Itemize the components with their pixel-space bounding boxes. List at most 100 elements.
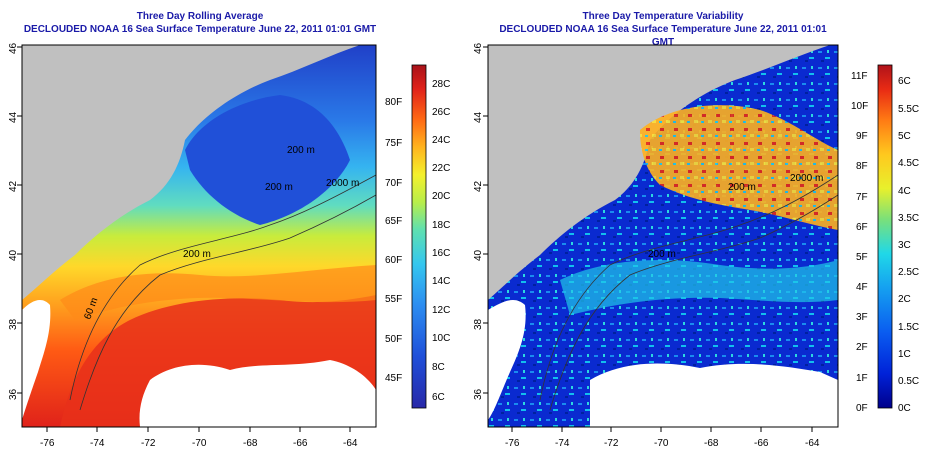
svg-text:45F: 45F xyxy=(385,373,402,384)
right-contour-label-3: 200 m xyxy=(728,182,756,193)
svg-text:40: 40 xyxy=(8,249,19,261)
svg-text:40: 40 xyxy=(473,249,484,261)
svg-text:55F: 55F xyxy=(385,294,402,305)
svg-text:5C: 5C xyxy=(898,131,911,142)
left-contour-label-1: 200 m xyxy=(183,249,211,260)
right-cloud-mask xyxy=(590,363,838,427)
svg-text:7F: 7F xyxy=(856,192,868,203)
svg-text:6C: 6C xyxy=(898,76,911,87)
svg-text:18C: 18C xyxy=(432,220,450,231)
svg-text:2C: 2C xyxy=(898,294,911,305)
svg-text:0.5C: 0.5C xyxy=(898,376,919,387)
left-coastal-mask xyxy=(22,299,51,420)
svg-text:0F: 0F xyxy=(856,403,868,414)
left-contour-label-2: 2000 m xyxy=(326,178,359,189)
svg-text:3F: 3F xyxy=(856,312,868,323)
left-map: 200 m 2000 m 200 m 200 m 60 m -76 -74 -7… xyxy=(8,42,377,449)
left-title: Three Day Rolling Average xyxy=(136,11,264,22)
svg-text:44: 44 xyxy=(8,111,19,123)
svg-text:12C: 12C xyxy=(432,305,450,316)
svg-text:1C: 1C xyxy=(898,349,911,360)
right-colorbar-f-labels: 11F 10F 9F 8F 7F 6F 5F 4F 3F 2F 1F 0F xyxy=(851,71,868,414)
svg-text:36: 36 xyxy=(8,388,19,400)
right-title: Three Day Temperature Variability xyxy=(582,11,744,22)
right-map: 200 m 2000 m 200 m -76 -74 -72 -70 -68 -… xyxy=(473,42,839,449)
svg-text:-66: -66 xyxy=(293,438,308,449)
svg-text:1F: 1F xyxy=(856,373,868,384)
svg-text:5.5C: 5.5C xyxy=(898,104,919,115)
left-map-title: Three Day Rolling Average DECLOUDED NOAA… xyxy=(22,10,378,36)
left-contour-label-4: 200 m xyxy=(287,145,315,156)
svg-text:3C: 3C xyxy=(898,240,911,251)
right-contour-label-2: 2000 m xyxy=(790,173,823,184)
svg-text:44: 44 xyxy=(473,111,484,123)
svg-text:9F: 9F xyxy=(856,131,868,142)
svg-text:50F: 50F xyxy=(385,334,402,345)
svg-text:-68: -68 xyxy=(704,438,719,449)
svg-text:46: 46 xyxy=(8,42,19,54)
svg-text:4.5C: 4.5C xyxy=(898,158,919,169)
svg-text:26C: 26C xyxy=(432,107,450,118)
svg-text:22C: 22C xyxy=(432,163,450,174)
svg-text:-64: -64 xyxy=(343,438,358,449)
svg-text:75F: 75F xyxy=(385,138,402,149)
svg-text:5F: 5F xyxy=(856,252,868,263)
svg-text:36: 36 xyxy=(473,388,484,400)
left-contour-label-3: 200 m xyxy=(265,182,293,193)
svg-text:10F: 10F xyxy=(851,101,868,112)
svg-text:10C: 10C xyxy=(432,333,450,344)
right-coastal-mask xyxy=(488,299,526,420)
svg-text:4F: 4F xyxy=(856,282,868,293)
right-contour-200m xyxy=(539,174,839,401)
right-map-frame xyxy=(487,44,839,428)
right-lat-ticks: 36 38 40 42 44 46 xyxy=(473,42,488,400)
svg-text:-74: -74 xyxy=(555,438,570,449)
left-contour-2000m xyxy=(79,194,377,411)
svg-text:-74: -74 xyxy=(90,438,105,449)
svg-text:80F: 80F xyxy=(385,97,402,108)
svg-text:38: 38 xyxy=(8,318,19,330)
svg-text:-68: -68 xyxy=(243,438,258,449)
svg-text:28C: 28C xyxy=(432,79,450,90)
svg-text:-64: -64 xyxy=(805,438,820,449)
right-contour-label-1: 200 m xyxy=(648,249,676,260)
svg-text:24C: 24C xyxy=(432,135,450,146)
right-map-title: Three Day Temperature Variability DECLOU… xyxy=(488,10,838,49)
left-subtitle: DECLOUDED NOAA 16 Sea Surface Temperatur… xyxy=(23,24,377,35)
svg-text:-76: -76 xyxy=(40,438,55,449)
left-colorbar-f-labels: 80F 75F 70F 65F 60F 55F 50F 45F xyxy=(385,97,402,384)
svg-text:60F: 60F xyxy=(385,255,402,266)
svg-text:65F: 65F xyxy=(385,216,402,227)
left-cloud-mask xyxy=(139,360,376,427)
svg-text:-76: -76 xyxy=(505,438,520,449)
svg-text:2F: 2F xyxy=(856,342,868,353)
left-colorbar-c-labels: 28C 26C 24C 22C 20C 18C 16C 14C 12C 10C … xyxy=(432,79,450,403)
svg-text:-70: -70 xyxy=(192,438,207,449)
svg-text:2.5C: 2.5C xyxy=(898,267,919,278)
svg-text:8F: 8F xyxy=(856,161,868,172)
svg-text:70F: 70F xyxy=(385,178,402,189)
svg-text:46: 46 xyxy=(473,42,484,54)
left-gulf-of-maine xyxy=(185,95,350,225)
right-lon-ticks: -76 -74 -72 -70 -68 -66 -64 xyxy=(505,427,820,449)
svg-text:16C: 16C xyxy=(432,248,450,259)
right-contour-2000m xyxy=(549,194,839,411)
svg-text:42: 42 xyxy=(473,180,484,192)
svg-text:3.5C: 3.5C xyxy=(898,213,919,224)
svg-text:0C: 0C xyxy=(898,403,911,414)
svg-text:20C: 20C xyxy=(432,191,450,202)
right-colorbar: 11F 10F 9F 8F 7F 6F 5F 4F 3F 2F 1F 0F 6C… xyxy=(851,64,919,414)
svg-text:-66: -66 xyxy=(754,438,769,449)
svg-text:6F: 6F xyxy=(856,222,868,233)
left-warm-band xyxy=(60,265,376,320)
right-mid-band xyxy=(560,260,838,315)
svg-text:-70: -70 xyxy=(654,438,669,449)
left-lat-ticks: 36 38 40 42 44 46 xyxy=(8,42,22,400)
right-high-variability xyxy=(640,105,838,230)
svg-text:38: 38 xyxy=(473,318,484,330)
svg-text:42: 42 xyxy=(8,180,19,192)
svg-text:14C: 14C xyxy=(432,276,450,287)
right-subtitle: DECLOUDED NOAA 16 Sea Surface Temperatur… xyxy=(499,24,827,48)
left-colorbar: 80F 75F 70F 65F 60F 55F 50F 45F 28C 26C … xyxy=(385,64,450,409)
